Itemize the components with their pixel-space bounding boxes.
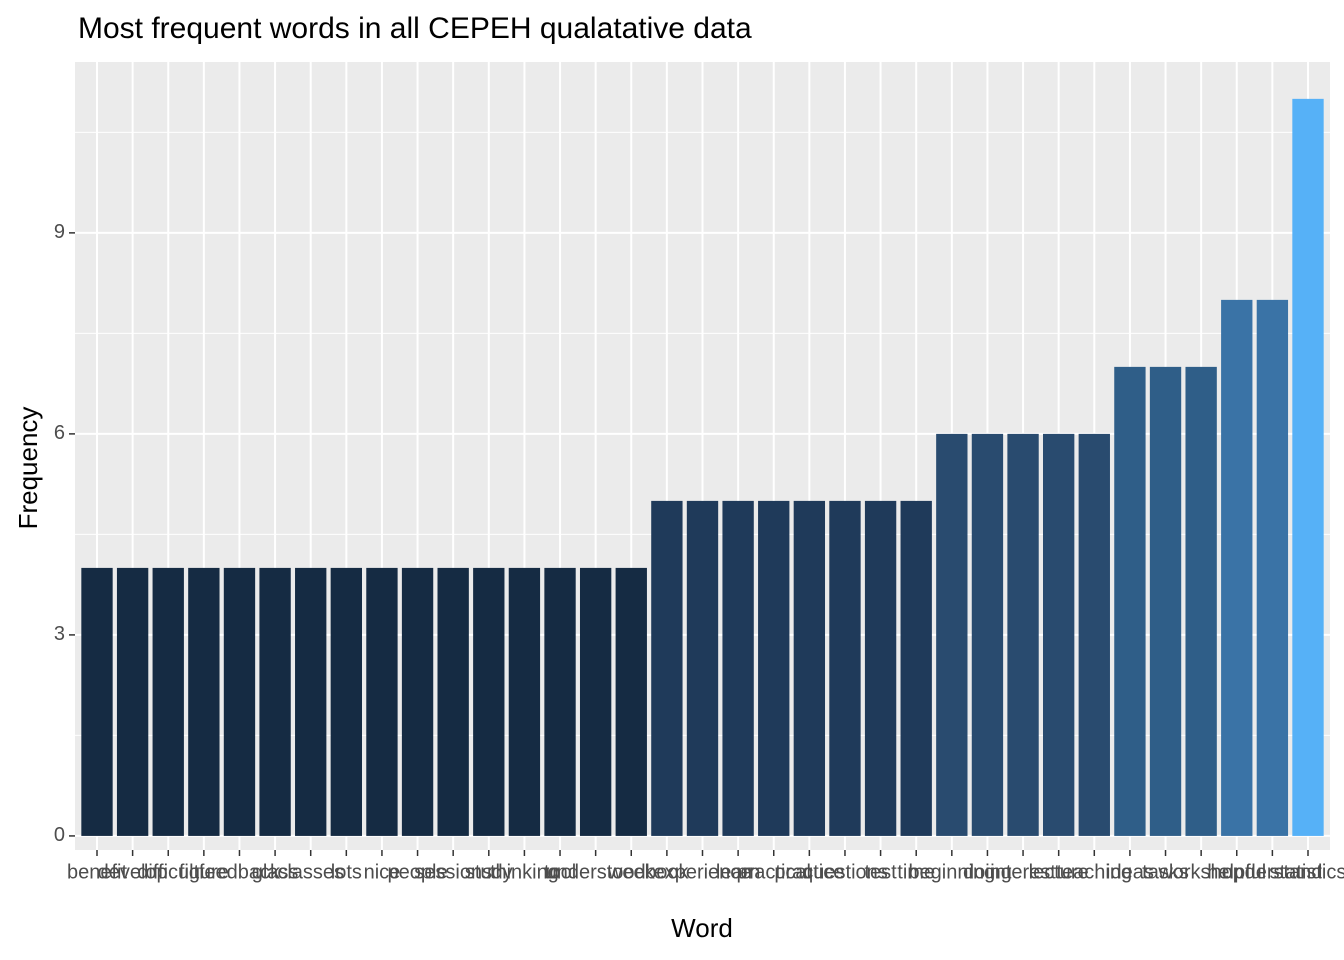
bar: [900, 500, 932, 836]
x-tick-label: understood: [546, 861, 646, 883]
bar: [758, 500, 790, 836]
x-tick-label: nice: [364, 861, 401, 883]
bar: [1221, 299, 1253, 836]
x-tick-label: tool: [544, 861, 576, 883]
y-tick-label: 6: [54, 422, 65, 444]
bar: [829, 500, 861, 836]
bar: [188, 567, 220, 836]
x-tick-label: glass: [252, 861, 299, 883]
bar: [259, 567, 291, 836]
bar: [615, 567, 647, 836]
bar: [579, 567, 612, 836]
x-tick-label: helpful: [1207, 861, 1266, 883]
x-axis-title: Word: [671, 913, 733, 943]
x-tick-label: practical: [736, 861, 810, 883]
bar: [1292, 98, 1324, 836]
bar: [295, 567, 327, 836]
bar: [1114, 366, 1146, 836]
bar: [971, 433, 1004, 836]
x-tick-label: interest: [990, 861, 1056, 883]
bar: [1256, 299, 1289, 836]
x-tick-label: questions: [802, 861, 888, 883]
bar: [152, 567, 184, 836]
x-tick-label: lecture: [1029, 861, 1089, 883]
y-axis-title: Frequency: [13, 407, 43, 530]
bar: [81, 567, 113, 836]
x-tick-label: develop: [98, 861, 168, 883]
x-tick-label: book: [645, 861, 689, 883]
x-tick-label: week: [607, 861, 656, 883]
x-tick-label: practice: [774, 861, 844, 883]
bar: [116, 567, 149, 836]
x-tick-label: difficult: [137, 861, 199, 883]
x-tick-label: beginning: [908, 861, 995, 883]
x-tick-label: test: [864, 861, 897, 883]
bar: [864, 500, 897, 836]
bar: [686, 500, 719, 836]
bar: [473, 567, 505, 836]
x-tick-label: sessions: [414, 861, 492, 883]
x-tick-label: feedback: [199, 861, 281, 883]
bar: [1043, 433, 1075, 836]
bar: [936, 433, 968, 836]
y-tick-label: 3: [54, 623, 65, 645]
bar: [330, 567, 362, 836]
y-tick-label: 0: [54, 824, 65, 846]
x-tick-label: people: [388, 861, 448, 883]
x-tick-label: figure: [179, 861, 229, 883]
x-tick-label: lots: [331, 861, 362, 883]
x-tick-label: classes: [277, 861, 344, 883]
bar: [651, 500, 683, 836]
bar: [1078, 433, 1110, 836]
bar: [1185, 366, 1217, 836]
bar: [401, 567, 434, 836]
x-tick-label: thinking: [490, 861, 559, 883]
x-tick-label: tasks: [1142, 861, 1189, 883]
x-tick-label: teaching: [1056, 861, 1132, 883]
y-tick-label: 9: [54, 221, 65, 243]
bar: [508, 567, 541, 836]
x-tick-label: ideas: [1106, 861, 1154, 883]
bar: [1007, 433, 1039, 836]
bar: [1149, 366, 1182, 836]
bar: [223, 567, 256, 836]
x-tick-label: experience: [654, 861, 752, 883]
x-tick-label: time: [897, 861, 935, 883]
x-tick-label: understand: [1222, 861, 1322, 883]
bar: [437, 567, 469, 836]
bar: [793, 500, 826, 836]
x-tick-label: study: [465, 861, 513, 883]
x-tick-label: workshop: [1157, 861, 1244, 883]
x-tick-label: doing: [963, 861, 1012, 883]
x-tick-label: statistics: [1270, 861, 1344, 883]
x-tick-label: learn: [716, 861, 760, 883]
x-tick-label: benefit: [67, 861, 127, 883]
bar: [366, 567, 398, 836]
bar: [722, 500, 754, 836]
chart-title: Most frequent words in all CEPEH qualata…: [78, 12, 752, 45]
bar: [544, 567, 576, 836]
